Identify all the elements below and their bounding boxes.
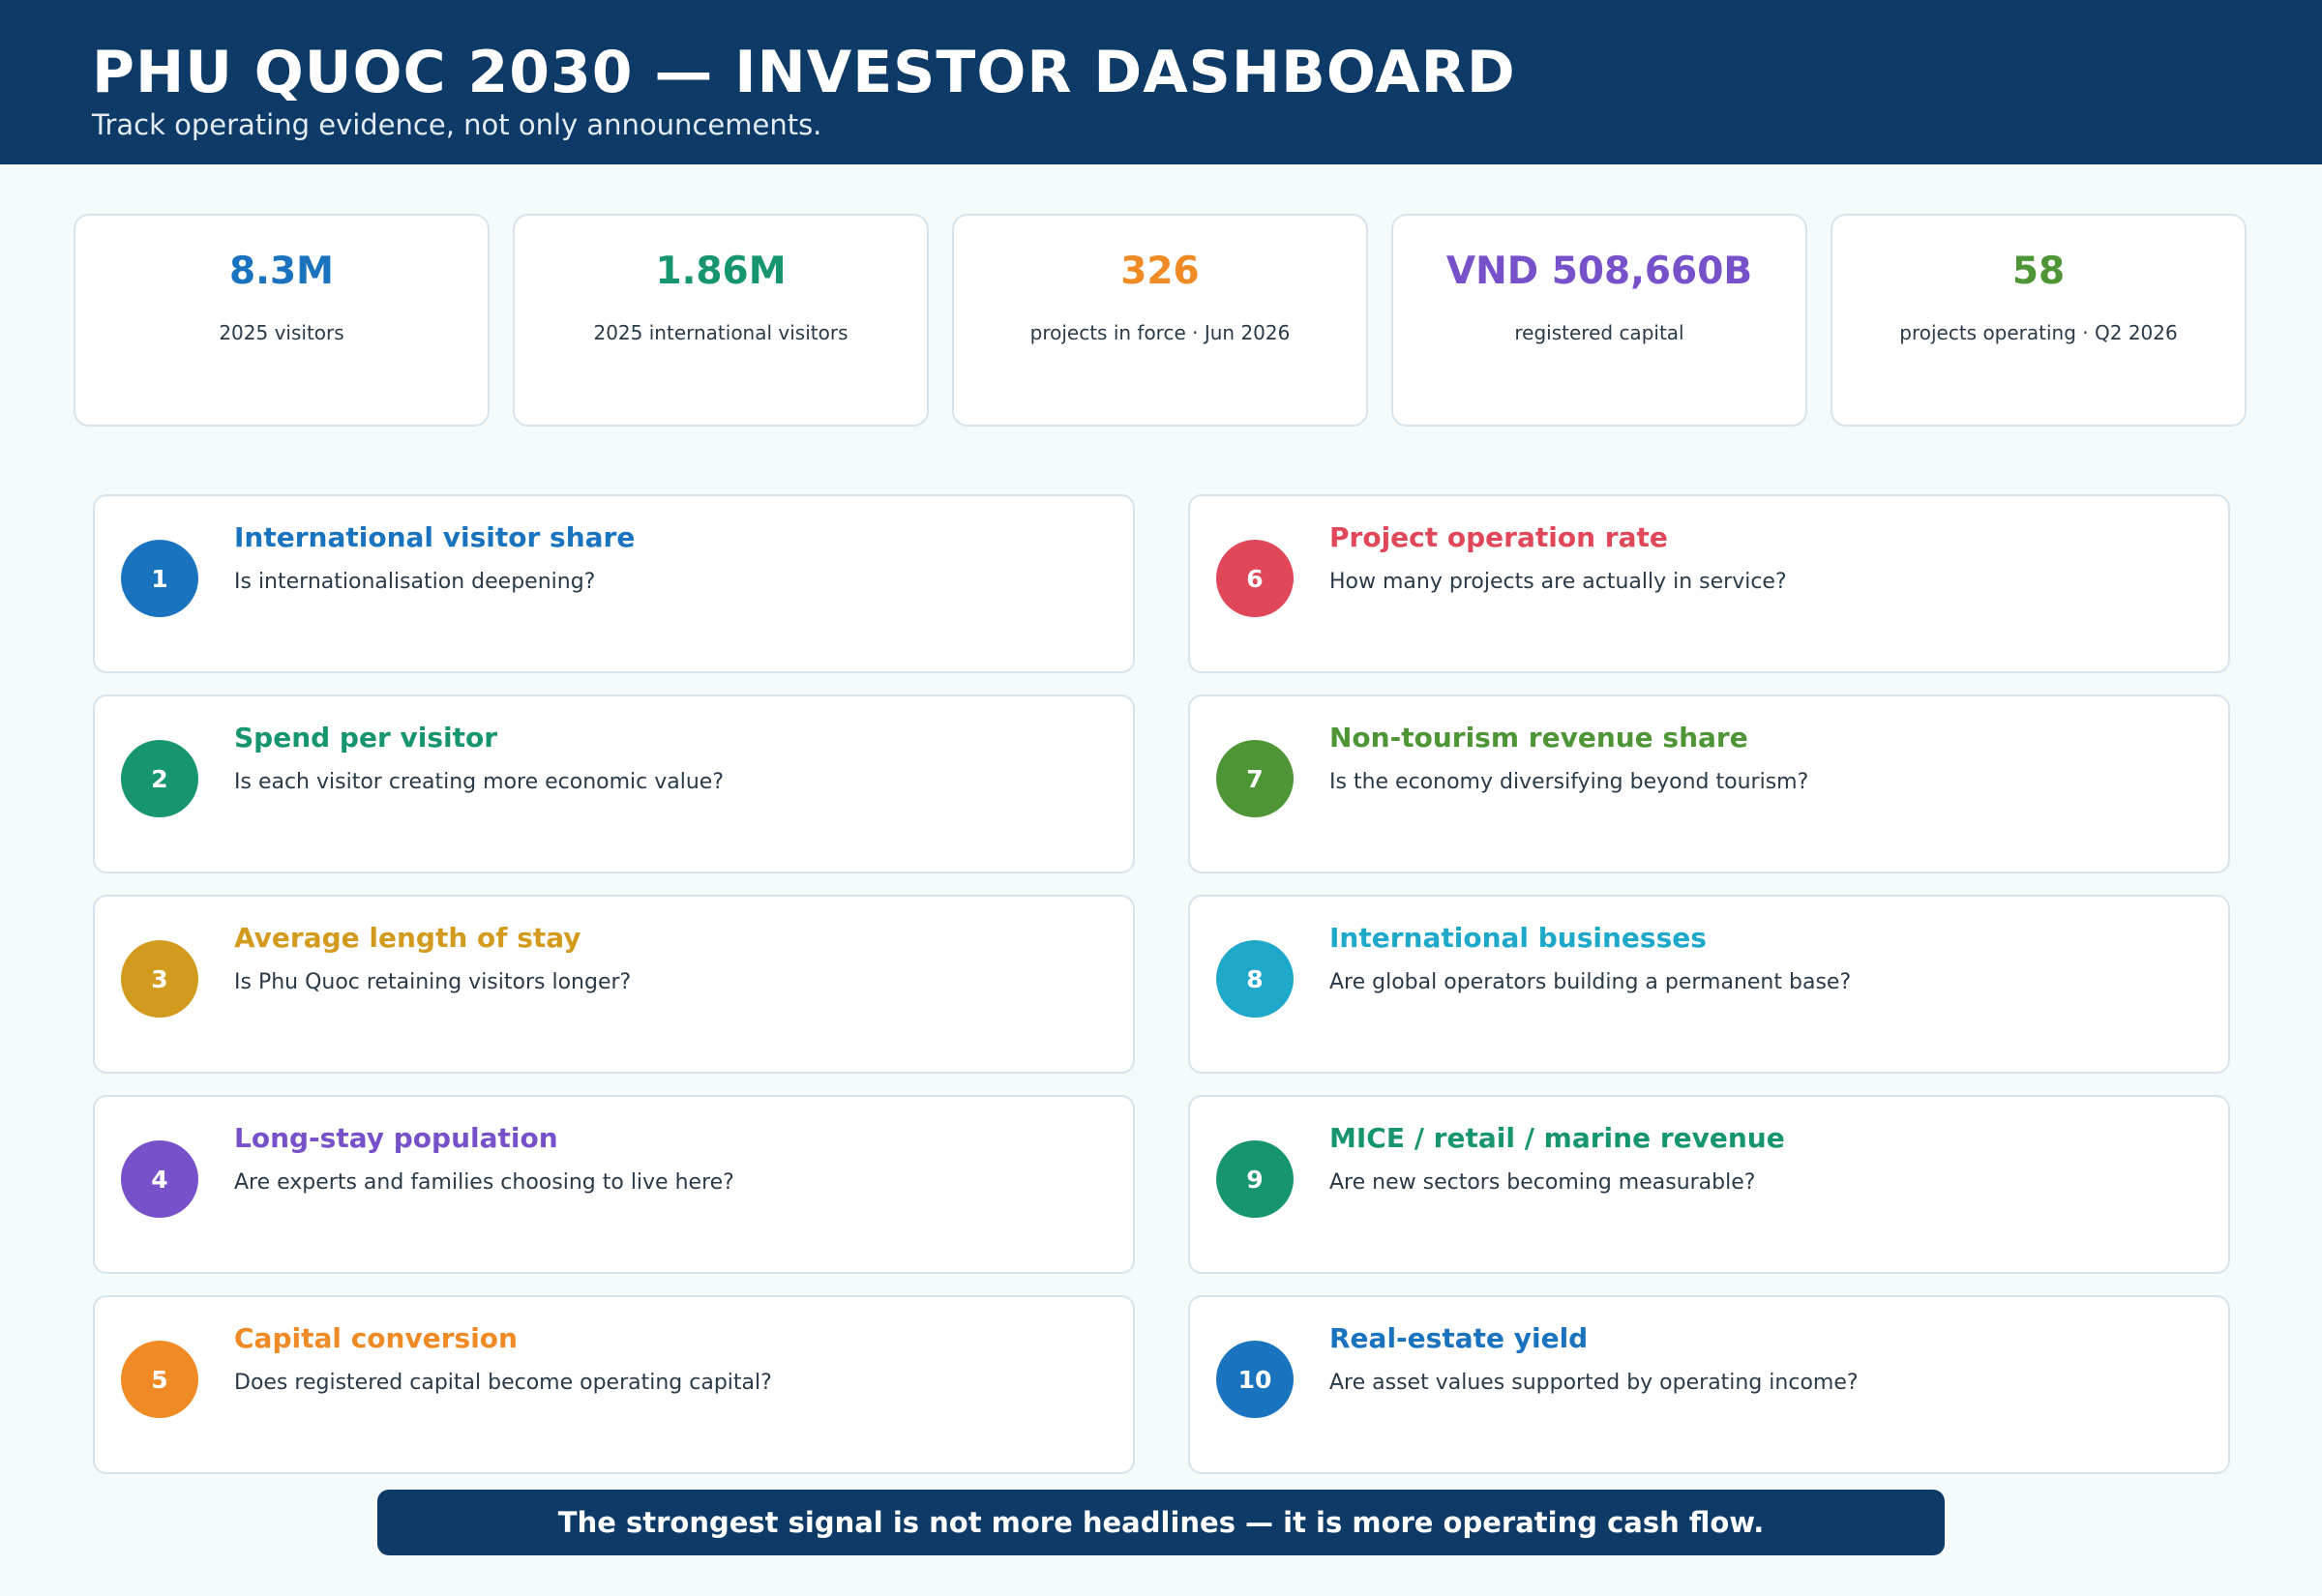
page-subtitle: Track operating evidence, not only annou… <box>92 108 822 141</box>
indicator-question: Are global operators building a permanen… <box>1329 970 1852 994</box>
indicator-title: Project operation rate <box>1329 521 1668 553</box>
indicator-question: Is internationalisation deepening? <box>234 570 596 594</box>
kpi-label: projects in force · Jun 2026 <box>1029 321 1291 344</box>
footer-banner: The strongest signal is not more headlin… <box>377 1490 1945 1555</box>
kpi-value: 8.3M <box>229 250 334 293</box>
indicator-title: Capital conversion <box>234 1322 518 1354</box>
indicator-card-mice-retail-marine-revenue: 9 MICE / retail / marine revenue Are new… <box>1188 1095 2230 1274</box>
indicator-question: Is the economy diversifying beyond touri… <box>1329 770 1809 794</box>
kpi-label: registered capital <box>1514 321 1684 344</box>
indicator-card-project-operation-rate: 6 Project operation rate How many projec… <box>1188 494 2230 673</box>
indicator-question: Is Phu Quoc retaining visitors longer? <box>234 970 632 994</box>
indicator-title: Long-stay population <box>234 1122 558 1154</box>
indicator-title: International businesses <box>1329 922 1707 954</box>
indicator-title: Average length of stay <box>234 922 581 954</box>
indicator-number-badge: 2 <box>121 740 198 817</box>
indicator-number-badge: 6 <box>1216 540 1294 617</box>
kpi-value: 58 <box>2011 250 2066 293</box>
kpi-card-registered-capital: VND 508,660B registered capital <box>1391 214 1807 427</box>
indicator-card-spend-per-visitor: 2 Spend per visitor Is each visitor crea… <box>93 695 1135 873</box>
indicator-question: How many projects are actually in servic… <box>1329 570 1787 594</box>
page-title: PHU QUOC 2030 — INVESTOR DASHBOARD <box>92 39 1516 106</box>
indicator-title: Non-tourism revenue share <box>1329 722 1748 754</box>
indicator-title: Real-estate yield <box>1329 1322 1589 1354</box>
indicator-card-real-estate-yield: 10 Real-estate yield Are asset values su… <box>1188 1295 2230 1474</box>
kpi-card-projects-in-force: 326 projects in force · Jun 2026 <box>952 214 1368 427</box>
indicator-question: Are asset values supported by operating … <box>1329 1371 1859 1395</box>
kpi-card-visitors: 8.3M 2025 visitors <box>74 214 490 427</box>
indicator-title: Spend per visitor <box>234 722 498 754</box>
indicator-number-badge: 1 <box>121 540 198 617</box>
indicator-number-badge: 9 <box>1216 1140 1294 1218</box>
indicator-card-average-length-of-stay: 3 Average length of stay Is Phu Quoc ret… <box>93 895 1135 1074</box>
indicator-question: Are new sectors becoming measurable? <box>1329 1170 1756 1195</box>
indicator-card-long-stay-population: 4 Long-stay population Are experts and f… <box>93 1095 1135 1274</box>
indicator-title: MICE / retail / marine revenue <box>1329 1122 1785 1154</box>
indicator-number-badge: 7 <box>1216 740 1294 817</box>
indicator-question: Does registered capital become operating… <box>234 1371 772 1395</box>
kpi-value: 1.86M <box>655 250 787 293</box>
indicator-number-badge: 8 <box>1216 940 1294 1018</box>
indicator-title: International visitor share <box>234 521 636 553</box>
kpi-label: projects operating · Q2 2026 <box>1899 321 2178 344</box>
kpi-row: 8.3M 2025 visitors 1.86M 2025 internatio… <box>74 214 2247 427</box>
kpi-value: VND 508,660B <box>1445 250 1753 293</box>
indicator-card-non-tourism-revenue-share: 7 Non-tourism revenue share Is the econo… <box>1188 695 2230 873</box>
header-bar: PHU QUOC 2030 — INVESTOR DASHBOARD Track… <box>0 0 2322 164</box>
indicator-number-badge: 10 <box>1216 1341 1294 1418</box>
indicator-question: Are experts and families choosing to liv… <box>234 1170 734 1195</box>
indicator-card-capital-conversion: 5 Capital conversion Does registered cap… <box>93 1295 1135 1474</box>
indicator-card-international-businesses: 8 International businesses Are global op… <box>1188 895 2230 1074</box>
indicator-number-badge: 5 <box>121 1341 198 1418</box>
kpi-value: 326 <box>1120 250 1200 293</box>
indicator-number-badge: 3 <box>121 940 198 1018</box>
kpi-label: 2025 visitors <box>219 321 344 344</box>
indicator-number-badge: 4 <box>121 1140 198 1218</box>
kpi-label: 2025 international visitors <box>593 321 848 344</box>
indicator-card-international-visitor-share: 1 International visitor share Is interna… <box>93 494 1135 673</box>
indicator-question: Is each visitor creating more economic v… <box>234 770 725 794</box>
kpi-card-international-visitors: 1.86M 2025 international visitors <box>513 214 929 427</box>
kpi-card-projects-operating: 58 projects operating · Q2 2026 <box>1831 214 2247 427</box>
